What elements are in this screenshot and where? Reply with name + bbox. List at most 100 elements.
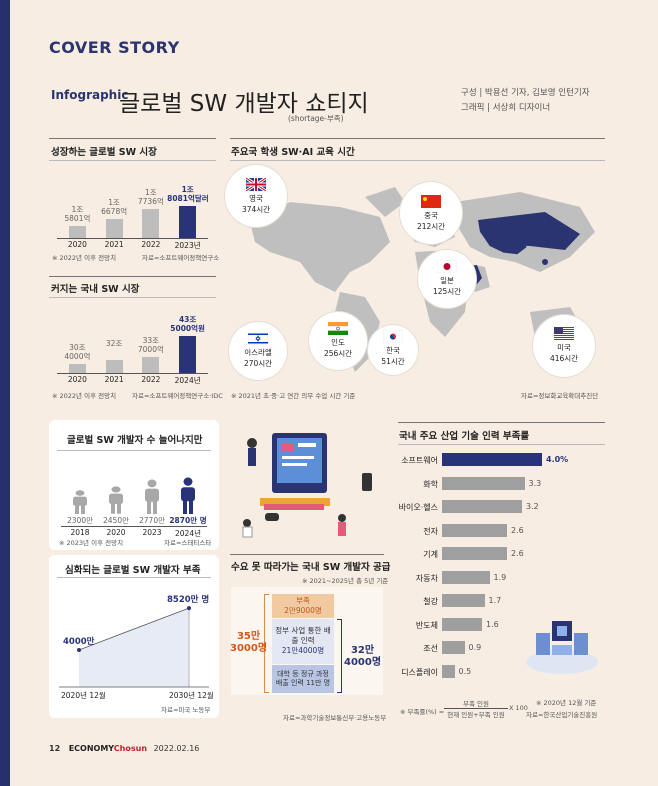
country-name: 일본 xyxy=(440,276,454,285)
bar-value-label: 1조 6678억 xyxy=(101,197,128,216)
tick-label: 2022 xyxy=(141,375,161,384)
infographic-tag: Infographic xyxy=(51,88,129,102)
country-name: 미국 xyxy=(557,343,571,352)
supply-note: ※ 2021~2025년 총 5년 기준 xyxy=(302,577,389,585)
bar xyxy=(442,664,455,678)
axis-line xyxy=(61,526,207,527)
bar xyxy=(442,547,507,560)
china-flag-icon xyxy=(421,195,441,208)
country-hours: 125시간 xyxy=(432,287,462,296)
bar xyxy=(442,476,525,490)
country-badge: 이스라엘 270시간 xyxy=(229,322,287,380)
person-icon xyxy=(109,486,123,514)
section-rule xyxy=(230,160,605,161)
supply-total: 32만 4000명 xyxy=(344,645,382,668)
bar-value-label: 1조 7736억 xyxy=(137,188,164,207)
bar-value-label: 30조 4000억 xyxy=(64,342,91,361)
country-hours: 270시간 xyxy=(243,359,273,368)
card-title: 심화되는 글로벌 SW 개발자 부족 xyxy=(65,565,201,576)
tick-label: 2023 xyxy=(142,528,162,537)
bar xyxy=(142,209,160,238)
person-icon xyxy=(181,477,195,514)
country-hours: 51시간 xyxy=(381,357,405,366)
section-rule xyxy=(230,554,384,555)
korea-flag-icon xyxy=(382,329,404,344)
axis-line xyxy=(57,238,208,239)
bar-value-label: 1조 5801억 xyxy=(64,205,91,224)
page-title: 글로벌 SW 개발자 쇼티지 xyxy=(119,91,369,117)
category-label: 반도체 xyxy=(415,620,438,630)
segment-value: 2만9000명 xyxy=(284,606,322,615)
section-rule xyxy=(49,160,216,161)
brand-name: ECONOMY xyxy=(68,744,114,753)
card-rule xyxy=(57,577,211,578)
section-title: 커지는 국내 SW 시장 xyxy=(51,284,140,295)
bar-value-label: 2870만 명 xyxy=(169,516,207,525)
person-icon xyxy=(145,479,159,514)
country-hours: 212시간 xyxy=(416,222,446,231)
section-rule xyxy=(398,444,605,445)
category-label: 자동차 xyxy=(415,573,438,583)
formula-multiplier: X 100 xyxy=(509,704,528,712)
developers-illustration xyxy=(242,433,372,538)
chart-source: 자료=미국 노동부 xyxy=(161,706,211,714)
point-label: 4000만 xyxy=(63,636,95,647)
formula-denominator: 현재 인원+부족 인원 xyxy=(447,711,505,719)
country-hours: 416시간 xyxy=(549,354,579,363)
tick-label: 2030년 12월 xyxy=(169,690,214,700)
supply-source: 자료=과학기술정보통신부·고용노동부 xyxy=(283,714,387,722)
section-title: 성장하는 글로벌 SW 시장 xyxy=(51,147,157,158)
server-chip-icon xyxy=(526,621,598,674)
country-name: 영국 xyxy=(249,194,263,203)
page-footer: 12 ECONOMYChosun 2022.02.16 xyxy=(49,744,199,753)
category-label: 전자 xyxy=(423,526,438,536)
tick-label: 2021 xyxy=(104,375,124,384)
bar xyxy=(442,523,507,537)
tick-label: 2021 xyxy=(104,240,124,249)
formula-lead: ※ 부족률(%) = xyxy=(400,708,445,716)
shortage-segment: 부족 2만9000명 xyxy=(272,594,334,618)
section-rule xyxy=(49,297,216,298)
section-title: 수요 못 따라가는 국내 SW 개발자 공급 xyxy=(231,562,391,573)
dev-count-chart: 2300만 2018 2450만 2020 2770만 2023 2870만 명 2024년 xyxy=(57,454,211,538)
person-icon xyxy=(73,490,87,514)
bar-value-label: 0.5 xyxy=(458,666,472,676)
supply-bracket xyxy=(337,619,342,693)
bar xyxy=(442,641,465,654)
global-market-chart: 1조 5801억 2020 1조 6678억 2021 1조 7736억 2022 1조 8… xyxy=(49,162,216,252)
category-label: 조선 xyxy=(423,644,438,653)
country-badge: 한국 51시간 xyxy=(368,325,418,375)
category-label: 디스플레이 xyxy=(401,667,438,677)
bar-value-label: 4.0% xyxy=(546,455,569,464)
category-label: 철강 xyxy=(423,597,438,606)
chart-note: ※ 2023년 이후 전망치 xyxy=(59,539,124,547)
bar-value-label: 33조 7000억 xyxy=(137,335,164,354)
country-hours: 374시간 xyxy=(241,205,271,214)
country-badge: 인도 256시간 xyxy=(309,312,367,370)
bar-value-label: 1.6 xyxy=(486,619,499,629)
tick-label: 2024년 xyxy=(175,529,201,538)
country-hours: 256시간 xyxy=(323,349,353,358)
bar-value-label: 2.6 xyxy=(511,549,524,558)
country-name: 중국 xyxy=(424,211,438,220)
bar xyxy=(442,500,522,513)
card-title: 글로벌 SW 개발자 수 늘어나지만 xyxy=(67,435,203,446)
country-badge: 중국 212시간 xyxy=(400,182,462,244)
bar xyxy=(105,360,123,373)
country-badge: 영국 374시간 xyxy=(225,165,287,227)
spine-bar xyxy=(0,0,10,786)
usa-flag-icon xyxy=(554,327,574,340)
bar-value-label: 1.7 xyxy=(488,596,502,605)
segment-label: 정부 사업 통한 배출 인력 xyxy=(275,626,331,645)
section-rule xyxy=(49,276,216,277)
segment-value: 21만4000명 xyxy=(281,646,325,655)
section-title: 주요국 학생 SW·AI 교육 시간 xyxy=(231,147,355,158)
tick-label: 2018 xyxy=(70,528,90,537)
industry-note: ※ 2020년 12월 기준 xyxy=(536,699,597,707)
segment-label: 대학 등 정규 과정 배출 인력 11만 명 xyxy=(275,670,331,687)
tick-label: 2020년 12월 xyxy=(61,690,106,700)
india-flag-icon xyxy=(328,322,348,335)
bar-value-label: 32조 xyxy=(105,339,123,349)
chart-source: 자료=소프트웨어정책연구소·IDC xyxy=(132,392,223,400)
page-number: 12 xyxy=(49,744,61,753)
